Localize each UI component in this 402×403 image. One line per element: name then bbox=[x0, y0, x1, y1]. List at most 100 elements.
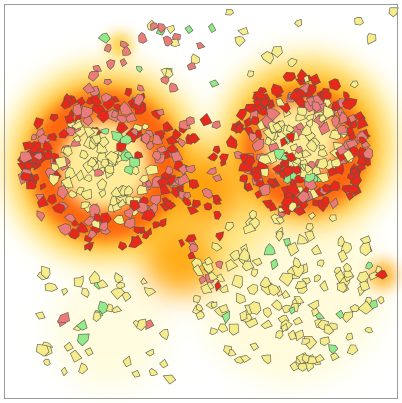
region-shape bbox=[136, 84, 145, 92]
region-shape bbox=[80, 105, 93, 119]
region-shape bbox=[271, 299, 283, 311]
region-shape bbox=[87, 156, 98, 168]
region-shape bbox=[343, 270, 354, 278]
region-shape bbox=[158, 217, 167, 228]
region-shape bbox=[129, 200, 141, 212]
region-shape bbox=[64, 114, 75, 124]
region-shape bbox=[80, 201, 91, 210]
region-shape bbox=[178, 238, 186, 248]
region-shape bbox=[77, 333, 90, 347]
region-shape bbox=[292, 316, 303, 326]
region-shape bbox=[104, 150, 119, 166]
region-shape bbox=[149, 22, 159, 30]
region-shape bbox=[78, 362, 89, 375]
region-shape bbox=[362, 147, 374, 160]
region-shape bbox=[60, 97, 72, 110]
region-shape bbox=[166, 143, 179, 154]
region-shape bbox=[266, 177, 277, 186]
region-shape bbox=[296, 233, 309, 245]
region-shape bbox=[120, 134, 133, 145]
region-shape bbox=[136, 66, 143, 73]
region-shape bbox=[246, 284, 259, 295]
region-shape bbox=[140, 277, 148, 285]
region-shape bbox=[218, 304, 229, 314]
region-shape bbox=[320, 196, 330, 208]
region-shape bbox=[196, 42, 206, 50]
region-shape bbox=[192, 264, 205, 276]
region-shape bbox=[208, 271, 219, 281]
region-shape bbox=[254, 189, 264, 199]
region-shape bbox=[336, 282, 348, 293]
region-shape bbox=[319, 279, 329, 292]
region-shape bbox=[248, 132, 257, 143]
region-shape bbox=[314, 274, 322, 283]
region-shape bbox=[119, 40, 130, 49]
region-shape bbox=[293, 94, 307, 107]
region-shape bbox=[36, 210, 46, 222]
region-shape bbox=[35, 344, 50, 357]
region-shape bbox=[315, 311, 326, 319]
region-shape bbox=[304, 230, 315, 243]
region-shape bbox=[270, 258, 279, 271]
region-shape bbox=[61, 288, 69, 296]
region-shape bbox=[187, 250, 196, 260]
region-shape bbox=[103, 43, 112, 53]
region-shape bbox=[287, 57, 298, 68]
region-shape bbox=[280, 323, 288, 333]
region-shape bbox=[275, 98, 286, 107]
region-shape bbox=[100, 92, 112, 103]
region-shape bbox=[195, 303, 204, 312]
region-shape bbox=[165, 68, 174, 79]
heat-glow bbox=[50, 270, 170, 390]
region-shape bbox=[349, 80, 359, 89]
region-shape bbox=[328, 344, 339, 355]
region-shape bbox=[288, 91, 303, 102]
region-shape bbox=[272, 163, 283, 174]
region-shape bbox=[357, 116, 369, 130]
region-shape bbox=[81, 287, 90, 298]
region-shape bbox=[322, 183, 331, 194]
region-shape bbox=[282, 71, 297, 82]
region-shape bbox=[354, 16, 364, 26]
region-shape bbox=[257, 154, 272, 165]
region-shape bbox=[267, 283, 281, 297]
region-shape bbox=[204, 256, 214, 266]
region-shape bbox=[234, 36, 246, 47]
region-shape bbox=[72, 103, 84, 117]
region-shape bbox=[145, 348, 155, 357]
region-shape bbox=[40, 265, 51, 280]
region-shape bbox=[148, 203, 158, 215]
region-shape bbox=[103, 78, 113, 86]
region-shape bbox=[251, 257, 263, 267]
region-shape bbox=[152, 133, 164, 145]
region-shape bbox=[295, 122, 306, 131]
region-shape bbox=[243, 117, 252, 128]
region-shape bbox=[19, 151, 34, 164]
region-shape bbox=[275, 231, 284, 242]
region-shape bbox=[243, 182, 254, 192]
polygon-layer bbox=[17, 7, 399, 385]
region-shape bbox=[283, 238, 291, 247]
region-shape bbox=[88, 270, 101, 285]
region-shape bbox=[166, 24, 176, 35]
region-shape bbox=[225, 8, 234, 16]
region-shape bbox=[97, 32, 111, 44]
region-shape bbox=[280, 137, 289, 148]
region-shape bbox=[160, 76, 170, 85]
region-shape bbox=[64, 213, 76, 223]
region-shape bbox=[301, 338, 311, 345]
region-shape bbox=[339, 111, 348, 125]
region-shape bbox=[123, 185, 134, 196]
region-shape bbox=[56, 185, 69, 200]
region-shape bbox=[358, 136, 368, 145]
region-shape bbox=[75, 186, 85, 196]
region-shape bbox=[301, 277, 311, 285]
region-shape bbox=[96, 110, 110, 124]
region-shape bbox=[296, 362, 308, 372]
region-shape bbox=[210, 301, 218, 309]
region-shape bbox=[191, 199, 201, 209]
region-shape bbox=[256, 119, 266, 131]
region-shape bbox=[251, 170, 263, 183]
region-shape bbox=[357, 300, 374, 315]
region-shape bbox=[262, 307, 272, 319]
